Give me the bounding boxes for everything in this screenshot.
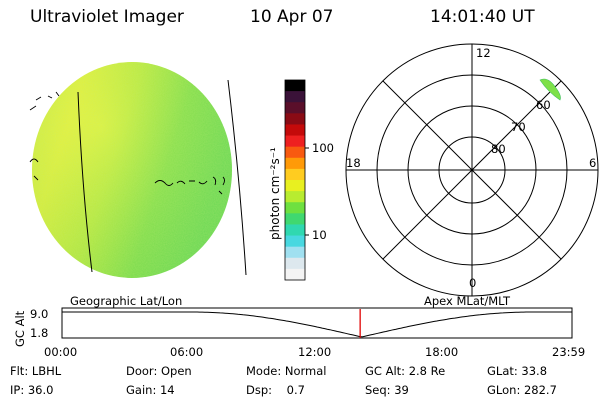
colorbar-segment bbox=[285, 268, 305, 281]
left-panel-label: Geographic Lat/Lon bbox=[70, 294, 183, 308]
colorbar-segment bbox=[285, 246, 305, 259]
orbit-ytick: 1.8 bbox=[30, 326, 49, 340]
colorbar-tick-label: 100 bbox=[312, 141, 334, 155]
observation-date: 10 Apr 07 bbox=[250, 7, 334, 27]
mlat-label-80: 80 bbox=[491, 142, 506, 156]
colorbar-segment bbox=[285, 191, 305, 203]
coastline bbox=[29, 91, 60, 181]
colorbar-segment bbox=[285, 168, 305, 181]
longitude-line bbox=[227, 79, 247, 276]
colorbar-segment bbox=[285, 113, 305, 125]
status-filter: Flt: LBHL bbox=[10, 364, 62, 378]
mlt-label-6: 6 bbox=[589, 156, 597, 170]
colorbar-segment bbox=[285, 80, 305, 92]
status-dsp: Dsp: 0.7 bbox=[246, 383, 305, 397]
status-ip: IP: 36.0 bbox=[10, 383, 54, 397]
colorbar-segment bbox=[285, 124, 305, 137]
colorbar-segment bbox=[285, 91, 305, 103]
colorbar-unit-label: photon cm⁻²s⁻¹ bbox=[268, 147, 282, 240]
polar-diagonal bbox=[382, 80, 562, 260]
polar-grid bbox=[345, 43, 599, 297]
orbit-xtick: 06:00 bbox=[170, 345, 204, 359]
right-panel-label: Apex MLat/MLT bbox=[424, 294, 511, 308]
status-glat: GLat: 33.8 bbox=[487, 364, 548, 378]
coastline bbox=[154, 176, 225, 195]
colorbar-segment bbox=[285, 257, 305, 270]
mlat-label-60: 60 bbox=[536, 98, 551, 112]
orbit-plot bbox=[61, 307, 573, 339]
observation-time: 14:01:40 UT bbox=[430, 7, 535, 27]
colorbar-segment bbox=[285, 146, 305, 159]
colorbar-segment bbox=[285, 102, 305, 114]
mlt-label-18: 18 bbox=[346, 156, 361, 170]
colorbar-segment bbox=[285, 224, 305, 237]
orbit-frame bbox=[61, 307, 573, 339]
orbit-ylabel: GC Alt bbox=[13, 310, 27, 347]
orbit-xtick: 00:00 bbox=[44, 345, 78, 359]
colorbar-segment bbox=[285, 202, 305, 214]
orbit-altitude-curve bbox=[62, 311, 572, 338]
colorbar-segment bbox=[285, 213, 305, 225]
colorbar-frame bbox=[284, 79, 306, 281]
mlat-label-70: 70 bbox=[511, 120, 526, 134]
status-seq: Seq: 39 bbox=[365, 383, 409, 397]
status-gain: Gain: 14 bbox=[126, 383, 175, 397]
colorbar-segment bbox=[285, 180, 305, 192]
mlt-label-0: 0 bbox=[469, 276, 477, 290]
longitude-line bbox=[77, 91, 93, 273]
status-gc-alt: GC Alt: 2.8 Re bbox=[365, 364, 446, 378]
status-mode: Mode: Normal bbox=[246, 364, 327, 378]
status-glon: GLon: 282.7 bbox=[487, 383, 557, 397]
colorbar-tick-label: 10 bbox=[312, 228, 327, 242]
colorbar bbox=[285, 80, 305, 281]
earth-image bbox=[29, 62, 247, 278]
colorbar-segment bbox=[285, 135, 305, 148]
instrument-title: Ultraviolet Imager bbox=[30, 7, 184, 27]
auroral-patch bbox=[539, 78, 561, 101]
orbit-xtick: 18:00 bbox=[425, 345, 459, 359]
status-door: Door: Open bbox=[126, 364, 192, 378]
orbit-xtick: 12:00 bbox=[298, 345, 332, 359]
earth-disk-speckle bbox=[32, 62, 232, 278]
colorbar-segment bbox=[285, 235, 305, 248]
orbit-xtick: 23:59 bbox=[552, 345, 586, 359]
colorbar-segment bbox=[285, 157, 305, 170]
mlt-label-12: 12 bbox=[476, 46, 491, 60]
orbit-ytick: 9.0 bbox=[30, 307, 49, 321]
